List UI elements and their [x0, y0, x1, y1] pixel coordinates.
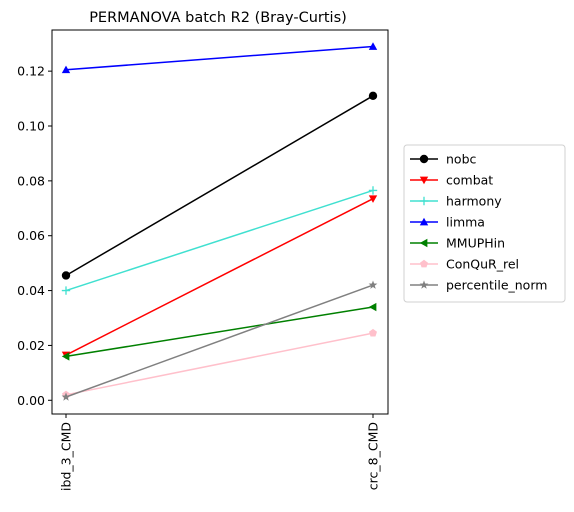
- series-line-limma: [65, 45, 374, 71]
- data-point-MMUPHin-crc_8_CMD: [368, 302, 377, 312]
- y-tick-label: 0.02: [17, 338, 45, 353]
- x-tick-label: ibd_3_CMD: [59, 422, 74, 491]
- data-point-limma-ibd_3_CMD: [61, 65, 71, 74]
- legend-entry-MMUPHin: MMUPHin: [410, 236, 505, 251]
- legend-marker-nobc: [419, 154, 429, 164]
- series-line-nobc: [65, 95, 374, 277]
- legend-box: [403, 144, 566, 303]
- legend-marker-limma: [419, 217, 429, 226]
- series-line-percentile_norm: [65, 284, 374, 398]
- data-point-percentile_norm-crc_8_CMD: [368, 280, 378, 289]
- y-tick-label: 0.08: [17, 173, 45, 188]
- y-tick-label: 0.00: [17, 393, 45, 408]
- data-point-harmony-ibd_3_CMD: [61, 286, 71, 295]
- legend-label: combat: [446, 173, 493, 188]
- x-tick-label: crc_8_CMD: [366, 422, 381, 490]
- legend-marker-MMUPHin: [419, 238, 428, 248]
- plot-area: [61, 42, 378, 401]
- y-tick-label: 0.12: [17, 64, 45, 79]
- legend-entry-percentile_norm: percentile_norm: [410, 278, 547, 293]
- data-point-MMUPHin-ibd_3_CMD: [61, 352, 70, 361]
- data-point-ConQuR_rel-crc_8_CMD: [369, 328, 377, 337]
- series-ConQuR_rel: [62, 328, 377, 399]
- y-tick-label: 0.04: [17, 283, 45, 298]
- legend-label: limma: [446, 215, 485, 230]
- legend-entry-harmony: harmony: [410, 194, 502, 209]
- series-line-combat: [65, 198, 374, 356]
- chart-title: PERMANOVA batch R2 (Bray-Curtis): [89, 10, 347, 26]
- legend-entry-limma: limma: [410, 215, 485, 230]
- series-MMUPHin: [61, 302, 377, 361]
- data-point-combat-crc_8_CMD: [368, 195, 378, 203]
- series-percentile_norm: [61, 280, 378, 401]
- legend-label: harmony: [446, 194, 502, 209]
- legend-label: ConQuR_rel: [446, 257, 519, 272]
- legend-entry-ConQuR_rel: ConQuR_rel: [410, 257, 519, 272]
- legend-marker-percentile_norm: [419, 280, 429, 289]
- axes: 0.00 0.02 0.04 0.06 0.08 0.10 0.12 ibd_3_CMD crc…: [17, 64, 380, 491]
- data-point-percentile_norm-ibd_3_CMD: [61, 392, 71, 401]
- legend-entry-nobc: nobc: [410, 152, 477, 167]
- legend-entry-combat: combat: [410, 173, 493, 188]
- data-point-harmony-crc_8_CMD: [368, 186, 378, 195]
- legend-label: percentile_norm: [446, 278, 547, 293]
- series-line-MMUPHin: [65, 306, 374, 358]
- legend-marker-ConQuR_rel: [420, 259, 428, 268]
- series-nobc: [61, 91, 378, 280]
- data-point-nobc-crc_8_CMD: [368, 91, 378, 101]
- data-point-nobc-ibd_3_CMD: [61, 271, 71, 280]
- data-point-limma-crc_8_CMD: [368, 42, 378, 50]
- series-line-ConQuR_rel: [65, 332, 374, 396]
- plot-frame: [51, 29, 389, 415]
- legend-marker-combat: [419, 176, 429, 185]
- legend: nobc combat harmony limma MMUPHin ConQuR_relp…: [403, 144, 566, 303]
- y-tick-label: 0.10: [17, 119, 45, 134]
- legend-label: nobc: [446, 152, 477, 167]
- legend-label: MMUPHin: [446, 236, 505, 251]
- series-limma: [61, 42, 378, 74]
- series-harmony: [61, 186, 378, 295]
- legend-marker-harmony: [419, 196, 429, 206]
- series-line-harmony: [65, 189, 374, 292]
- y-tick-label: 0.06: [17, 228, 45, 243]
